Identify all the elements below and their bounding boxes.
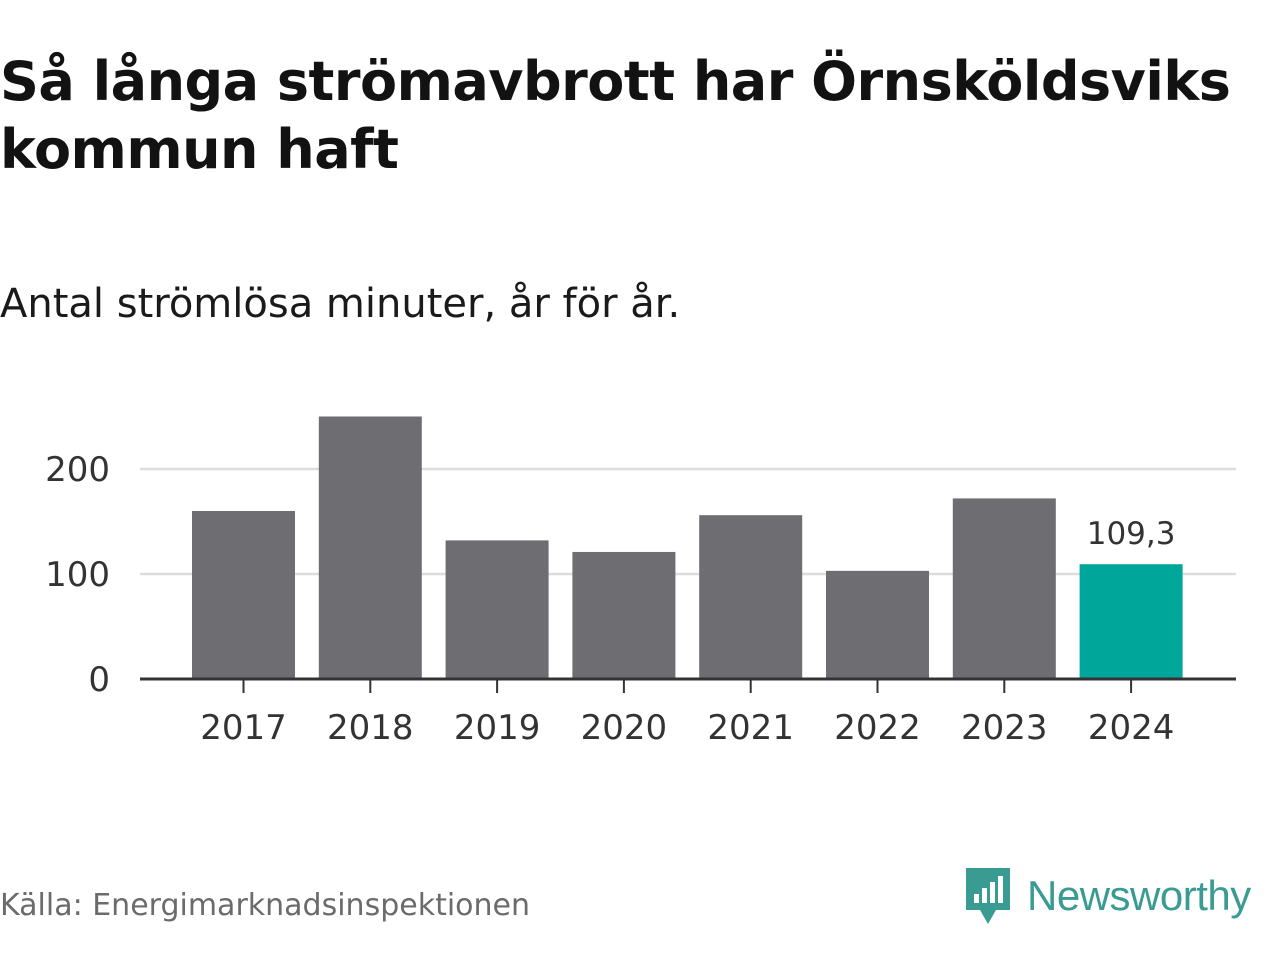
x-tick-label: 2024 xyxy=(1088,708,1175,748)
bar-2021 xyxy=(699,515,803,679)
x-tick-label: 2018 xyxy=(327,708,414,748)
bar-2023 xyxy=(952,498,1056,679)
data-label: 109,3 xyxy=(1087,516,1176,552)
bars xyxy=(192,416,1183,679)
x-tick-label: 2017 xyxy=(200,708,287,748)
source-note: Källa: Energimarknadsinspektionen xyxy=(0,888,531,923)
bar-2017 xyxy=(192,511,295,679)
y-tick-label: 0 xyxy=(88,660,110,700)
bar-2020 xyxy=(572,551,676,679)
bar-2018 xyxy=(318,416,422,679)
x-tick-label: 2021 xyxy=(707,708,794,748)
chart-subtitle: Antal strömlösa minuter, år för år. xyxy=(0,281,681,327)
x-tick-label: 2019 xyxy=(454,708,541,748)
chart-title: Så långa strömavbrott har Örnsköldsviks … xyxy=(0,50,1231,181)
bar-2022 xyxy=(826,570,929,679)
newsworthy-logo-icon xyxy=(966,868,1010,924)
bar-2024 xyxy=(1079,564,1183,679)
gridlines xyxy=(140,467,1236,576)
bar-2019 xyxy=(445,540,549,679)
y-tick-label: 100 xyxy=(45,555,110,595)
x-axis-ticks: 2017 2018 2019 2020 2021 2022 2023 2024 xyxy=(200,679,1174,748)
brand-name: Newsworthy xyxy=(1027,872,1251,919)
x-tick-label: 2022 xyxy=(834,708,921,748)
brand-logo: Newsworthy xyxy=(963,866,1251,926)
data-labels: 109,3 xyxy=(1087,516,1176,552)
x-tick-label: 2023 xyxy=(961,708,1048,748)
bar-chart: 0 100 200 2017 2018 2019 2020 2021 2022 2023 2024… xyxy=(45,416,1236,748)
x-tick-label: 2020 xyxy=(581,708,668,748)
y-tick-label: 200 xyxy=(45,450,110,490)
y-axis-ticks: 0 100 200 xyxy=(45,450,110,700)
